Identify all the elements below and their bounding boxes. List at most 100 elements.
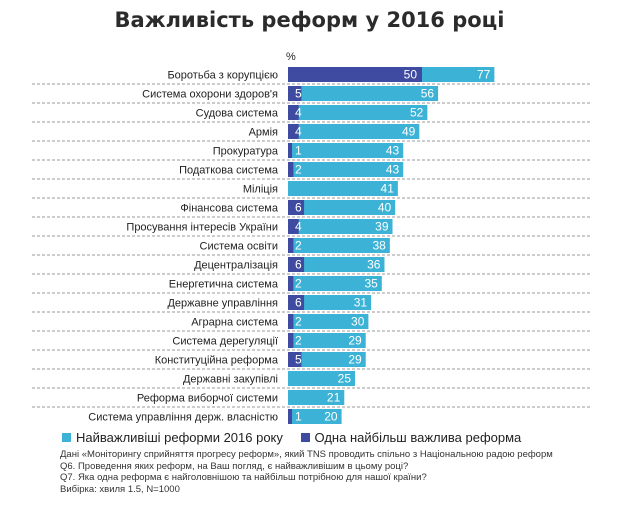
bar-main-value-label: 43 (386, 163, 400, 177)
bar-main-value-label: 39 (375, 220, 389, 234)
bar-main (288, 390, 345, 405)
bar-single-value-label: 50 (404, 68, 418, 82)
bar-main-value-label: 31 (354, 296, 368, 310)
category-label: Система дерегуляції (172, 336, 278, 348)
bar-single-value-label: 6 (295, 296, 302, 310)
note-q7: Q7. Яка одна реформа є найголовнішою та … (60, 472, 427, 484)
bar-main-value-label: 36 (367, 258, 381, 272)
bar-single-value-label: 2 (295, 334, 302, 348)
bar-single-value-label: 2 (295, 163, 302, 177)
category-label: Боротьба з корупцією (167, 70, 278, 82)
category-label: Енергетична система (169, 279, 279, 291)
bar-single (288, 409, 292, 424)
legend-label-single: Одна найбільш важлива реформа (314, 430, 522, 445)
bar-main (288, 219, 393, 234)
bar-main-value-label: 20 (324, 410, 338, 424)
bar-chart: % Боротьба з корупцією 77 50 Система охорони… (32, 51, 590, 424)
bar-main (288, 352, 366, 367)
bar-main (288, 333, 366, 348)
bar-main (288, 86, 439, 101)
bar-main-value-label: 43 (386, 144, 400, 158)
legend-item-main: Найважливіші реформи 2016 року (62, 430, 283, 445)
bar-main (288, 257, 385, 272)
bar-main (288, 371, 355, 386)
bar-main-value-label: 77 (477, 68, 491, 82)
category-label: Просування інтересів України (126, 222, 278, 234)
category-label: Конституційна реформа (155, 355, 279, 367)
bar-single-value-label: 6 (295, 201, 302, 215)
bar-main (288, 409, 342, 424)
category-label: Прокуратура (213, 146, 279, 158)
category-label: Армія (249, 127, 278, 139)
bar-main-value-label: 29 (348, 334, 362, 348)
bar-main-value-label: 25 (338, 372, 352, 386)
legend-swatch-main (62, 433, 71, 442)
bar-main (288, 238, 390, 253)
bar-single-value-label: 4 (295, 220, 302, 234)
bar-main (288, 143, 404, 158)
bar-single (288, 276, 294, 291)
bar-single-value-label: 4 (295, 125, 302, 139)
bar-main-value-label: 52 (410, 106, 424, 120)
bar-single (288, 333, 294, 348)
bar-single (288, 314, 294, 329)
bar-single-value-label: 2 (295, 315, 302, 329)
bar-single (288, 200, 305, 215)
bar-single-value-label: 2 (295, 239, 302, 253)
bar-main-value-label: 29 (348, 353, 362, 367)
note-sample: Вибірка: хвиля 1.5, N=1000 (60, 483, 180, 495)
unit-label: % (286, 51, 296, 63)
bar-single-value-label: 2 (295, 277, 302, 291)
category-label: Державні закупівлі (183, 374, 278, 386)
note-q6: Q6. Проведення яких реформ, на Ваш погля… (60, 460, 409, 472)
bar-main (288, 276, 382, 291)
legend: Найважливіші реформи 2016 року Одна найб… (62, 430, 535, 445)
bar-single-value-label: 1 (295, 144, 302, 158)
bar-single-value-label: 6 (295, 258, 302, 272)
bar-single (288, 67, 422, 82)
legend-label-main: Найважливіші реформи 2016 року (76, 430, 283, 445)
bar-main-value-label: 56 (421, 87, 435, 101)
bar-main-value-label: 35 (364, 277, 378, 291)
legend-item-single: Одна найбільш важлива реформа (300, 430, 522, 445)
bar-main-value-label: 21 (327, 391, 341, 405)
bar-main (288, 124, 420, 139)
bar-single (288, 86, 302, 101)
bar-main-value-label: 38 (372, 239, 386, 253)
bar-main-value-label: 41 (381, 182, 395, 196)
bar-single (288, 295, 305, 310)
bar-single (288, 162, 294, 177)
note-source: Дані «Моніторингу сприйняття прогресу ре… (60, 449, 553, 460)
bar-single (288, 105, 299, 120)
bar-single (288, 238, 294, 253)
bar-single-value-label: 5 (295, 353, 302, 367)
survey-notes: Дані «Моніторингу сприйняття прогресу ре… (60, 449, 553, 495)
category-label: Податкова система (179, 165, 279, 177)
category-label: Міліція (243, 184, 278, 196)
bar-main (288, 105, 428, 120)
bar-single (288, 124, 299, 139)
bar-main-value-label: 40 (378, 201, 392, 215)
bar-main-value-label: 30 (351, 315, 365, 329)
category-label: Реформа виборчої системи (137, 393, 278, 405)
category-label: Децентралізація (194, 260, 278, 272)
bar-single (288, 143, 292, 158)
bar-main (288, 295, 372, 310)
category-label: Судова система (196, 108, 279, 120)
bar-main (288, 314, 369, 329)
bar-main (288, 162, 404, 177)
bar-single-value-label: 4 (295, 106, 302, 120)
chart-title: Важливість реформ у 2016 році (114, 8, 505, 32)
bar-main-value-label: 49 (402, 125, 416, 139)
bar-single (288, 219, 299, 234)
category-label: Система охорони здоров'я (142, 89, 278, 101)
bar-single-value-label: 5 (295, 87, 302, 101)
bar-main (288, 200, 396, 215)
category-label: Державне управління (167, 298, 278, 310)
category-label: Система освіти (200, 241, 278, 253)
bar-single-value-label: 1 (295, 410, 302, 424)
bar-single (288, 352, 302, 367)
bar-single (288, 257, 305, 272)
category-label: Аграрна система (191, 317, 279, 329)
legend-swatch-single (300, 433, 310, 442)
